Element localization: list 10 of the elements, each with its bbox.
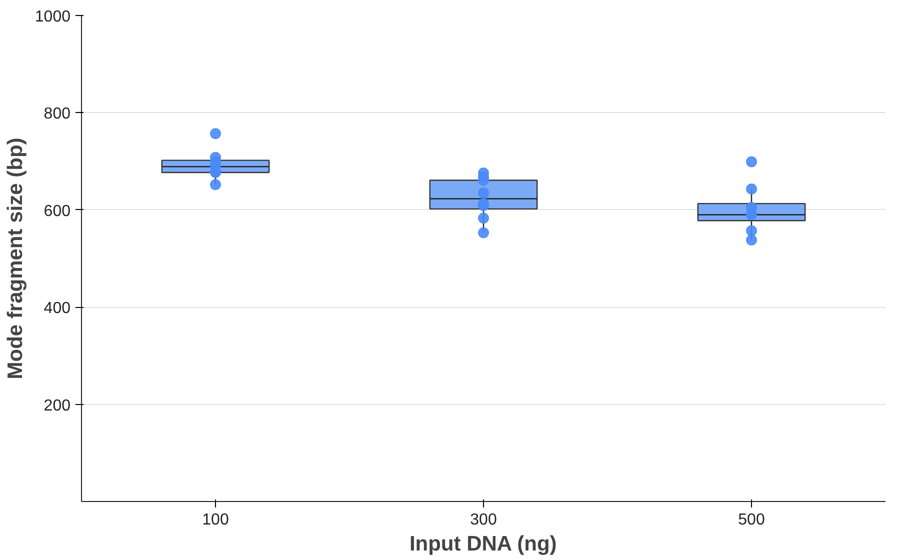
y-axis-title: Mode fragment size (bp) <box>4 138 27 380</box>
x-tick-label: 100 <box>202 512 229 528</box>
y-tick-label: 200 <box>44 397 71 414</box>
y-tick-label: 800 <box>44 106 71 123</box>
y-tick-label: 1000 <box>34 8 71 26</box>
x-tick-label: 300 <box>470 512 497 528</box>
x-axis-title: Input DNA (ng) <box>409 532 557 556</box>
y-tick-label: 600 <box>44 202 71 220</box>
x-tick-label: 500 <box>738 512 765 528</box>
y-tick-label: 400 <box>44 300 71 318</box>
